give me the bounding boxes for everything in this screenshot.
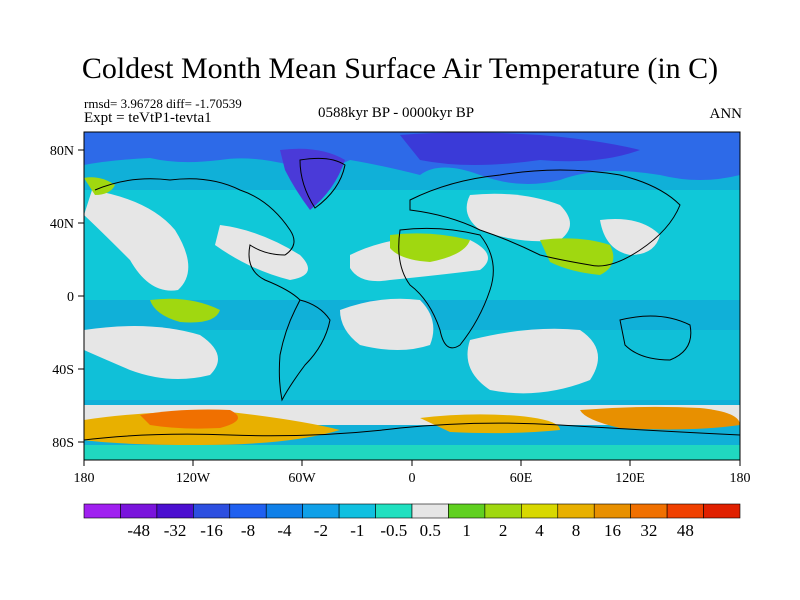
- colorbar-swatch: [120, 503, 158, 519]
- colorbar-label: -1: [350, 521, 364, 540]
- temperature-field: [84, 132, 740, 460]
- season-label: ANN: [709, 106, 743, 122]
- colorbar-label: -48: [127, 521, 150, 540]
- coast-greenland: [299, 157, 346, 209]
- colorbar-swatch: [338, 503, 376, 519]
- white-zone-npac: [84, 190, 189, 291]
- coast-south-america: [278, 299, 331, 402]
- coast-eurasia: [409, 169, 681, 267]
- lon-labels: 180 120W 60W 0 60E 120E 180: [74, 471, 751, 486]
- colorbar-labels: -48 -32 -16 -8 -4 -2 -1 -0.5 0.5 1 2 4 8 16 32 48: [127, 521, 693, 540]
- field-southpole-band: [84, 445, 740, 460]
- colorbar-label: 0.5: [420, 521, 441, 540]
- lat-labels: 80N 40N 0 40S 80S: [50, 144, 74, 451]
- lat-label: 40N: [50, 217, 74, 232]
- green-zone-alaska: [84, 177, 115, 195]
- coast-australia: [619, 315, 692, 361]
- colorbar-label: 4: [535, 521, 544, 540]
- hot-zone-antarctica: [140, 409, 238, 429]
- colorbar-swatch: [265, 503, 303, 519]
- colorbar-swatch: [557, 503, 595, 519]
- colorbar-swatch: [666, 503, 704, 519]
- lat-label: 40S: [52, 363, 74, 378]
- colorbar-swatch: [229, 503, 267, 519]
- colorbar-swatch: [630, 503, 668, 519]
- lat-label: 0: [67, 290, 74, 305]
- colorbar-swatch: [593, 503, 631, 519]
- colorbar-label: -8: [241, 521, 255, 540]
- chart-title: Coldest Month Mean Surface Air Temperatu…: [81, 52, 719, 85]
- colorbar-label: 8: [572, 521, 581, 540]
- white-zone-asia: [466, 193, 570, 242]
- colorbar-swatch: [521, 503, 559, 519]
- white-zone-spac: [84, 326, 218, 379]
- rmsd-diff-stats: rmsd= 3.96728 diff= -1.70539: [84, 96, 242, 111]
- colorbar-swatch: [193, 503, 231, 519]
- colorbar-label: 2: [499, 521, 508, 540]
- colorbar-swatch: [448, 503, 486, 519]
- colorbar-swatch: [411, 503, 449, 519]
- colorbar-label: 1: [462, 521, 471, 540]
- colorbar-swatch: [484, 503, 522, 519]
- colorbar-swatch: [156, 503, 194, 519]
- lon-label: 120W: [176, 471, 211, 486]
- experiment-label: Expt = teVtP1-tevta1: [84, 110, 212, 126]
- colorbar-label: 16: [604, 521, 621, 540]
- coldest-zone-greenland: [280, 148, 345, 210]
- lon-ticks: [83, 460, 741, 466]
- colorbar-swatch: [83, 503, 121, 519]
- coldest-zone-siberia: [400, 132, 640, 165]
- lon-label: 120E: [615, 471, 645, 486]
- colorbar-label: -16: [200, 521, 223, 540]
- colorbar-label: -2: [314, 521, 328, 540]
- green-zone-epac: [150, 298, 220, 323]
- warm-zone-antarctica-e2: [580, 406, 740, 430]
- colorbar-swatch: [703, 503, 741, 519]
- white-zone-indian: [467, 328, 598, 394]
- colorbar: [83, 503, 741, 519]
- coast-antarctica: [84, 422, 740, 441]
- lon-label: 60W: [288, 471, 316, 486]
- colorbar-label: -32: [164, 521, 187, 540]
- colorbar-swatch: [302, 503, 340, 519]
- coastlines: [84, 157, 740, 441]
- colorbar-swatch: [375, 503, 413, 519]
- white-zone-satl: [340, 298, 434, 350]
- green-zone-sahara: [390, 233, 470, 262]
- colorbar-label: 48: [677, 521, 694, 540]
- white-zone-caribbean: [215, 225, 308, 280]
- coast-north-america: [94, 178, 301, 301]
- period-label: 0588kyr BP - 0000kyr BP: [318, 105, 475, 121]
- colorbar-label: 32: [640, 521, 657, 540]
- lon-label: 180: [74, 471, 95, 486]
- warm-zone-antarctica-e1: [420, 414, 560, 434]
- colorbar-label: -4: [277, 521, 292, 540]
- lat-ticks: [78, 149, 84, 443]
- lat-label: 80N: [50, 144, 74, 159]
- lon-label: 180: [730, 471, 751, 486]
- lon-label: 60E: [510, 471, 533, 486]
- lon-label: 0: [409, 471, 416, 486]
- lat-label: 80S: [52, 436, 74, 451]
- colorbar-label: -0.5: [380, 521, 407, 540]
- coast-africa: [398, 227, 494, 349]
